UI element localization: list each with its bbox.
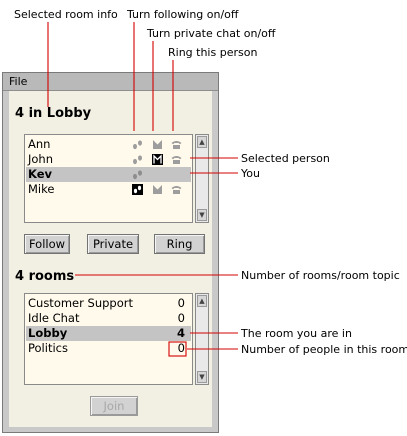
private-chat-icon[interactable] — [152, 139, 163, 150]
room-row-customer-support[interactable]: Customer Support 0 — [26, 296, 191, 311]
room-count: 4 — [176, 326, 185, 340]
footprints-icon[interactable] — [132, 169, 143, 180]
scroll-up-arrow-icon[interactable]: ▲ — [197, 136, 207, 148]
person-name: Kev — [28, 167, 53, 181]
private-chat-icon[interactable] — [152, 184, 163, 195]
footprints-icon[interactable] — [132, 154, 143, 165]
room-info-heading: 4 in Lobby — [15, 106, 92, 121]
app-window: File 4 in Lobby Ann John Kev Mike — [2, 72, 219, 433]
annotation-turn-following: Turn following on/off — [127, 8, 239, 21]
room-count: 0 — [177, 296, 185, 310]
menu-bar: File — [3, 73, 218, 91]
person-name: John — [28, 152, 54, 166]
room-name: Idle Chat — [28, 311, 80, 325]
telephone-icon[interactable] — [171, 139, 182, 150]
ring-button[interactable]: Ring — [154, 234, 205, 254]
annotation-people-in-room: Number of people in this room — [241, 343, 407, 356]
room-name: Politics — [28, 341, 68, 355]
private-chat-icon[interactable] — [152, 154, 163, 165]
people-scrollbar[interactable]: ▲ ▼ — [195, 134, 209, 223]
person-row-mike[interactable]: Mike — [26, 182, 191, 197]
annotation-selected-person: Selected person — [241, 152, 330, 165]
room-name: Customer Support — [28, 296, 133, 310]
person-row-kev[interactable]: Kev — [26, 167, 191, 182]
scroll-down-arrow-icon[interactable]: ▼ — [197, 209, 207, 221]
join-button[interactable]: Join — [90, 396, 138, 416]
annotation-ring-person: Ring this person — [168, 46, 258, 59]
person-row-ann[interactable]: Ann — [26, 137, 191, 152]
room-row-politics[interactable]: Politics 0 — [26, 341, 191, 356]
person-row-john[interactable]: John — [26, 152, 191, 167]
person-name: Mike — [28, 182, 55, 196]
footprints-icon[interactable] — [132, 184, 143, 195]
annotation-you: You — [241, 167, 260, 180]
menu-file[interactable]: File — [9, 75, 28, 88]
telephone-icon[interactable] — [171, 154, 182, 165]
room-row-idle-chat[interactable]: Idle Chat 0 — [26, 311, 191, 326]
private-button[interactable]: Private — [87, 234, 139, 254]
person-name: Ann — [28, 137, 51, 151]
rooms-heading: 4 rooms — [15, 269, 75, 284]
scroll-up-arrow-icon[interactable]: ▲ — [197, 295, 207, 307]
follow-button[interactable]: Follow — [24, 234, 70, 254]
scroll-down-arrow-icon[interactable]: ▼ — [197, 371, 207, 383]
people-list[interactable]: Ann John Kev Mike — [24, 134, 193, 223]
window-content: 4 in Lobby Ann John Kev Mike — [9, 91, 212, 427]
rooms-scrollbar[interactable]: ▲ ▼ — [195, 293, 209, 385]
room-row-lobby[interactable]: Lobby 4 — [26, 326, 191, 341]
room-count: 0 — [177, 311, 185, 325]
telephone-icon[interactable] — [171, 184, 182, 195]
annotation-room-you-are-in: The room you are in — [241, 327, 352, 340]
rooms-list[interactable]: Customer Support 0 Idle Chat 0 Lobby 4 P… — [24, 293, 193, 385]
annotation-turn-private-chat: Turn private chat on/off — [147, 27, 276, 40]
annotation-number-of-rooms: Number of rooms/room topic — [241, 269, 400, 282]
footprints-icon[interactable] — [132, 139, 143, 150]
room-count: 0 — [177, 341, 185, 355]
annotation-selected-room-info: Selected room info — [14, 8, 118, 21]
room-name: Lobby — [28, 326, 68, 340]
